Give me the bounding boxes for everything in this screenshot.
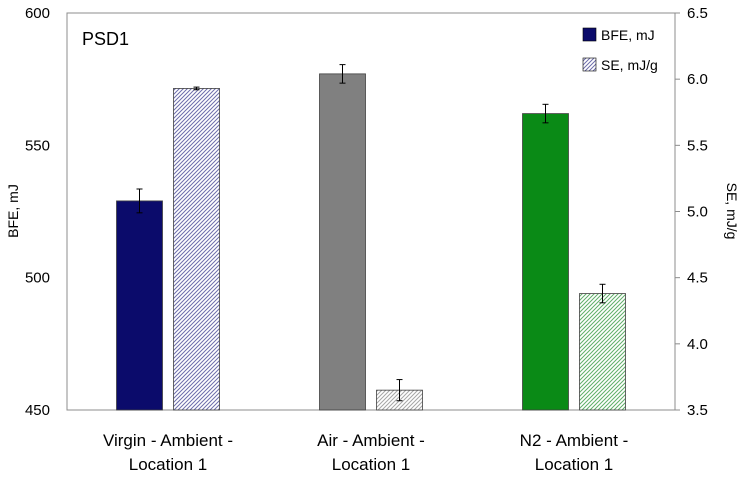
- plot-area: [66, 12, 676, 411]
- y-right-tick-label: 4.0: [687, 336, 708, 353]
- category-label: Air - Ambient -: [317, 431, 425, 450]
- panel-label: PSD1: [82, 29, 129, 49]
- category-label: Location 1: [535, 455, 613, 474]
- legend: BFE, mJ SE, mJ/g: [582, 27, 658, 73]
- bfe-error-bar-2: [542, 103, 549, 124]
- category-label: Location 1: [332, 455, 410, 474]
- se-bar-0: [173, 88, 220, 411]
- bfe-error-bar-1: [339, 64, 346, 84]
- bfe-error-bar-0: [136, 188, 143, 214]
- y-right-tick-label: 5.0: [687, 204, 708, 221]
- y-right-tick-label: 6.5: [687, 5, 708, 22]
- bfe-bar-2: [522, 113, 569, 411]
- y-left-tick-label: 500: [25, 270, 50, 287]
- se-error-bar-1: [396, 379, 403, 402]
- se-error-bar-2: [599, 283, 606, 304]
- y-right-tick-label: 5.5: [687, 137, 708, 154]
- legend-swatch-se: [582, 57, 597, 72]
- bfe-bar-1: [319, 73, 366, 411]
- y-right-tick-label: 6.0: [687, 71, 708, 88]
- y-left-tick-label: 550: [25, 137, 50, 154]
- y-left-tick-label: 450: [25, 402, 50, 419]
- y-right-tick-label: 3.5: [687, 402, 708, 419]
- y-right-tick-label: 4.5: [687, 270, 708, 287]
- legend-swatch-bfe: [582, 27, 597, 42]
- y-axis-right-title: SE, mJ/g: [724, 183, 740, 240]
- category-label: Location 1: [129, 455, 207, 474]
- bfe-bar-0: [116, 200, 163, 411]
- category-label: N2 - Ambient -: [520, 431, 629, 450]
- category-label: Virgin - Ambient -: [103, 431, 233, 450]
- se-error-bar-0: [193, 86, 200, 91]
- se-bar-2: [579, 293, 626, 411]
- legend-label-bfe: BFE, mJ: [601, 27, 655, 43]
- y-axis-left-title: BFE, mJ: [5, 184, 21, 238]
- legend-label-se: SE, mJ/g: [601, 57, 658, 73]
- y-left-tick-label: 600: [25, 5, 50, 22]
